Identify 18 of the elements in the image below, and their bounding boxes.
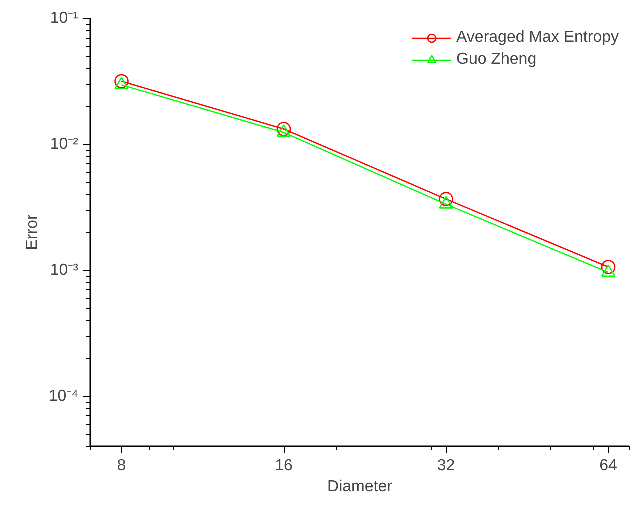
legend-label: Guo Zheng bbox=[456, 51, 537, 69]
x-tick-label: 64 bbox=[600, 458, 618, 474]
x-tick-label: 32 bbox=[437, 458, 456, 474]
point bbox=[439, 196, 454, 209]
point bbox=[276, 122, 292, 136]
point bbox=[276, 124, 292, 138]
x-tick-label: 16 bbox=[275, 458, 294, 474]
point bbox=[601, 264, 616, 278]
x-axis-title: Diameter bbox=[328, 478, 394, 496]
x-tick-label: 8 bbox=[117, 458, 126, 474]
point bbox=[114, 74, 129, 89]
point bbox=[439, 192, 454, 206]
y-tick-label: 10⁻¹ bbox=[50, 10, 78, 27]
y-axis-title: Error bbox=[24, 214, 41, 250]
y-tick-label: 10⁻⁴ bbox=[48, 388, 79, 405]
y-tick-label: 10⁻³ bbox=[50, 262, 80, 279]
legend-label: Averaged Max Entropy bbox=[456, 29, 619, 47]
y-tick-label: 10⁻² bbox=[50, 136, 80, 153]
